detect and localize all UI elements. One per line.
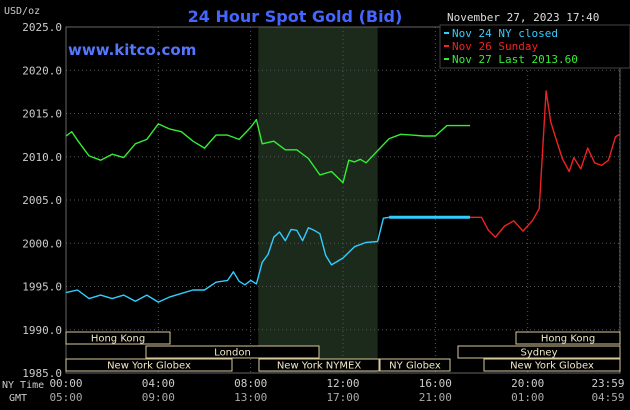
x-tick-label-ny: 20:00 <box>511 377 544 390</box>
market-bar-label: London <box>214 348 251 359</box>
y-tick-label: 1995.0 <box>22 281 62 294</box>
legend: Nov 24 NY closed Nov 26 Sunday Nov 27 La… <box>439 24 630 69</box>
y-axis: 2025.0 2020.0 2015.0 2010.0 2005.0 2000.0 1995… <box>22 21 62 380</box>
legend-box <box>439 24 630 69</box>
series-line <box>65 118 470 184</box>
y-tick-label: 2020.0 <box>22 64 62 77</box>
x-tick-label-gmt: 04:59 <box>591 391 624 404</box>
market-bar <box>65 358 233 372</box>
market-bar-label: New York Globex <box>510 361 594 372</box>
market-bar <box>145 345 320 359</box>
market-bar-label: Sydney <box>520 348 557 359</box>
y-tick-label: 2005.0 <box>22 194 62 207</box>
legend-label: Nov 26 Sunday <box>452 40 538 53</box>
market-bar <box>483 358 621 372</box>
plot-frame <box>65 26 621 374</box>
legend-label: Nov 27 Last 2013.60 <box>452 53 578 66</box>
market-bar <box>457 345 621 359</box>
market-bar-label: Hong Kong <box>541 334 595 345</box>
market-bar-label: Hong Kong <box>91 334 145 345</box>
grid <box>65 26 621 374</box>
x-tick-label-gmt: 01:00 <box>511 391 544 404</box>
x-tick-label-ny: 04:00 <box>142 377 175 390</box>
y-tick-label: 2010.0 <box>22 151 62 164</box>
legend-item: Nov 24 NY closed <box>444 27 558 40</box>
market-bar <box>379 358 451 372</box>
legend-label: Nov 24 NY closed <box>452 27 558 40</box>
timestamp: November 27, 2023 17:40 <box>447 11 599 24</box>
gmt-row-label: GMT <box>9 393 27 404</box>
x-tick-label-gmt: 13:00 <box>234 391 267 404</box>
market-bar <box>515 331 621 345</box>
y-tick-label: 1990.0 <box>22 324 62 337</box>
market-bar-label: NY Globex <box>389 361 441 372</box>
series-lines <box>65 90 620 303</box>
legend-item: Nov 27 Last 2013.60 <box>444 53 578 66</box>
market-bar <box>65 331 171 345</box>
y-tick-label: 2025.0 <box>22 21 62 34</box>
chart-title: 24 Hour Spot Gold (Bid) <box>188 7 403 26</box>
y-tick-label: 2000.0 <box>22 237 62 250</box>
ny-time-row-label: NY Time <box>2 380 44 391</box>
x-tick-label-ny: 23:59 <box>591 377 624 390</box>
unit-label: USD/oz <box>4 6 40 17</box>
x-tick-label-ny: 08:00 <box>234 377 267 390</box>
shaded-region <box>258 27 378 373</box>
market-bar-label: New York Globex <box>107 361 191 372</box>
series-line <box>65 216 470 303</box>
x-tick-label-ny: 00:00 <box>49 377 82 390</box>
market-bar-label: New York NYMEX <box>277 361 362 372</box>
x-tick-label-gmt: 17:00 <box>326 391 359 404</box>
shaded-session <box>258 27 378 373</box>
series-line <box>470 90 620 238</box>
legend-item: Nov 26 Sunday <box>444 40 538 53</box>
x-tick-label-ny: 16:00 <box>419 377 452 390</box>
y-tick-label: 1985.0 <box>22 367 62 380</box>
x-tick-label-gmt: 05:00 <box>49 391 82 404</box>
watermark-url: www.kitco.com <box>68 41 196 59</box>
market-bar <box>258 358 380 372</box>
y-tick-label: 2015.0 <box>22 108 62 121</box>
x-tick-label-ny: 12:00 <box>326 377 359 390</box>
x-tick-label-gmt: 21:00 <box>419 391 452 404</box>
x-tick-label-gmt: 09:00 <box>142 391 175 404</box>
market-hours-bars: Hong Kong London New York Globex New York N… <box>65 331 621 372</box>
